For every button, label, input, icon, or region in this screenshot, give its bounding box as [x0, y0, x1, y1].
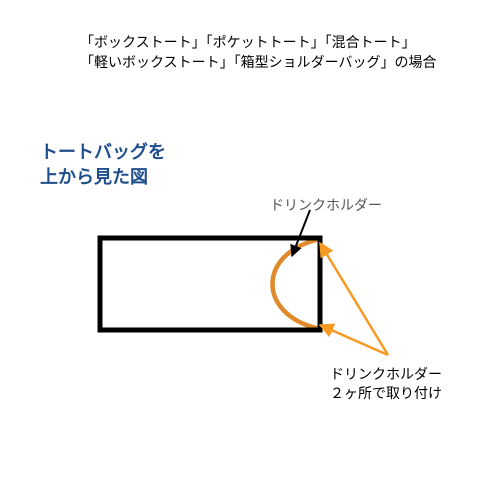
- arrow-to-holder: [292, 210, 310, 256]
- arrow-attach-1: [320, 243, 388, 355]
- drink-holder-curve: [273, 240, 317, 328]
- diagram-svg: [0, 0, 500, 500]
